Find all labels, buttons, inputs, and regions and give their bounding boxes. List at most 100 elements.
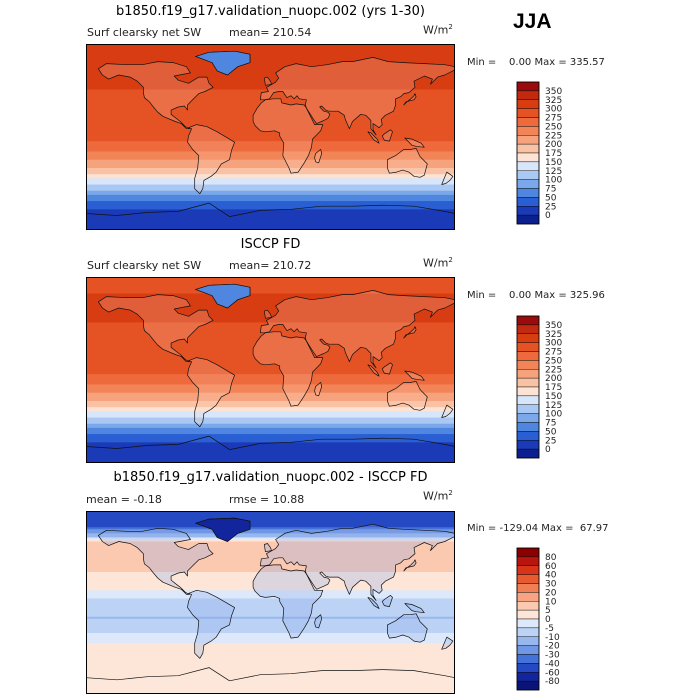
colorbar-swatch <box>516 143 540 154</box>
field-band <box>86 687 455 691</box>
colorbar-tick-label: -40 <box>545 659 560 669</box>
field-band <box>86 103 455 107</box>
field-band <box>86 576 455 579</box>
colorbar-swatch <box>516 126 540 136</box>
field-band <box>86 641 455 644</box>
colorbar-swatch <box>516 135 540 145</box>
field-band <box>86 592 455 595</box>
field-band <box>86 178 455 181</box>
coastline-borneo <box>381 595 393 607</box>
field-band <box>86 392 455 396</box>
field-band <box>86 141 455 144</box>
coastline-madagascar <box>314 614 323 629</box>
field-band <box>86 521 455 524</box>
field-band <box>86 616 455 620</box>
field-band <box>86 407 455 410</box>
field-band <box>86 112 455 115</box>
panel2-map <box>86 277 455 463</box>
field-band <box>86 396 455 400</box>
field-band <box>86 394 455 398</box>
field-band <box>86 456 455 460</box>
field-band <box>86 79 455 82</box>
field-band <box>86 52 455 55</box>
field-band <box>86 600 455 604</box>
field-band <box>86 649 455 652</box>
field-band <box>86 511 455 514</box>
field-band <box>86 308 455 311</box>
field-band <box>86 423 455 427</box>
field-band <box>86 628 455 632</box>
field-band <box>86 427 455 431</box>
field-band <box>86 421 455 425</box>
colorbar-tick-label: 150 <box>545 158 562 168</box>
colorbar-frame <box>516 81 540 225</box>
field-band <box>86 70 455 74</box>
field-band <box>86 543 455 547</box>
field-band <box>86 419 455 423</box>
coastline-new-guinea <box>404 370 425 381</box>
coastline-new-zealand <box>441 404 454 418</box>
field-band <box>86 645 455 648</box>
field-band <box>86 124 455 128</box>
field-band <box>86 345 455 348</box>
colorbar-swatch <box>516 609 540 620</box>
field-band <box>86 60 455 64</box>
field-band <box>86 295 455 299</box>
field-band <box>86 182 455 186</box>
field-band <box>86 545 455 549</box>
field-band <box>86 386 455 390</box>
colorbar-swatch <box>516 214 540 225</box>
colorbar-tick-label: 200 <box>545 374 562 384</box>
greenland-ice <box>194 50 251 76</box>
field-band <box>86 56 455 60</box>
field-band <box>86 409 455 412</box>
field-band <box>86 314 455 317</box>
field-band <box>86 574 455 577</box>
colorbar-tick-label: 100 <box>545 176 562 186</box>
field-band <box>86 44 455 47</box>
field-band <box>86 87 455 91</box>
field-band <box>86 145 455 148</box>
colorbar-tick-label: 250 <box>545 122 562 132</box>
field-band <box>86 588 455 591</box>
field-band <box>86 68 455 72</box>
field-band <box>86 547 455 551</box>
field-band <box>86 134 455 138</box>
season-label: JJA <box>513 10 552 33</box>
colorbar-swatch <box>516 108 540 118</box>
colorbar-swatch <box>516 404 540 414</box>
field-band <box>86 647 455 650</box>
colorbar-swatch <box>516 618 540 629</box>
field-band <box>86 679 455 683</box>
field-band <box>86 58 455 62</box>
field-band <box>86 655 455 658</box>
field-band <box>86 630 455 634</box>
field-band <box>86 517 455 520</box>
coastline-sumatra <box>367 131 380 144</box>
field-band <box>86 580 455 583</box>
field-band <box>86 359 455 363</box>
coastline-north-america <box>97 61 214 130</box>
colorbar-swatch <box>516 179 540 189</box>
coastline-north-america <box>97 294 214 363</box>
field-band <box>86 130 455 134</box>
colorbar-swatch <box>516 197 540 207</box>
field-band <box>86 405 455 408</box>
field-band <box>86 671 455 675</box>
panel3-title: b1850.f19_g17.validation_nuopc.002 - ISC… <box>113 470 428 485</box>
colorbar-tick-label: 30 <box>545 580 557 590</box>
field-band <box>86 388 455 392</box>
colorbar-boxes <box>516 81 540 225</box>
field-band <box>86 612 455 616</box>
land-layer <box>86 283 455 463</box>
field-band <box>86 347 455 350</box>
colorbar-swatch <box>516 627 540 637</box>
colorbar-tick-label: -30 <box>545 651 560 661</box>
coastline-antarctica <box>86 667 455 694</box>
field-band <box>86 596 455 600</box>
colorbar-swatch <box>516 377 540 388</box>
field-band <box>86 411 455 414</box>
coastline-europe-asia <box>259 57 455 136</box>
colorbar-swatch <box>516 117 540 127</box>
field-band <box>86 188 455 192</box>
